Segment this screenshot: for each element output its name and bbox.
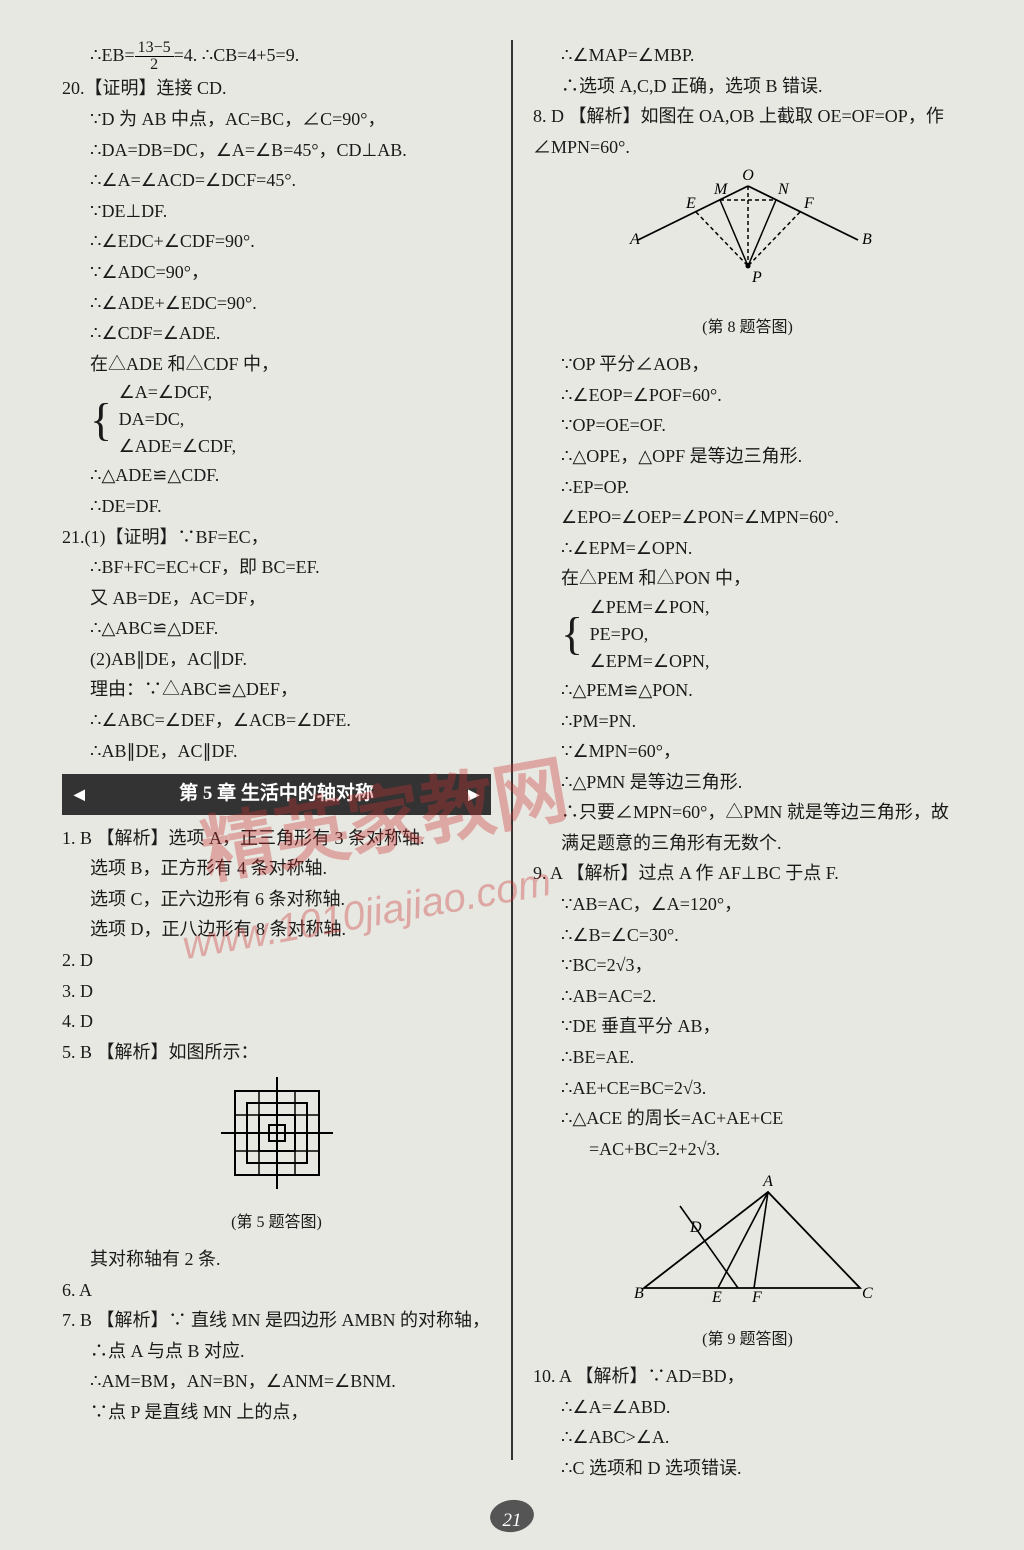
figure-8: O A B E F M N P bbox=[533, 168, 962, 308]
text-line: ∴BE=AE. bbox=[533, 1042, 962, 1073]
text-line: ∵DE⊥DF. bbox=[62, 196, 491, 227]
text-line: 其对称轴有 2 条. bbox=[62, 1244, 491, 1275]
text-line: ∴∠ABC=∠DEF，∠ACB=∠DFE. bbox=[62, 705, 491, 736]
svg-text:F: F bbox=[803, 195, 814, 212]
text-line: ∴AB=AC=2. bbox=[533, 981, 962, 1012]
text-line: 理由：∵△ABC≌△DEF， bbox=[62, 674, 491, 705]
svg-text:C: C bbox=[862, 1285, 873, 1302]
chapter-header: 第 5 章 生活中的轴对称 bbox=[62, 774, 491, 814]
text-line: ∴∠EPM=∠OPN. bbox=[533, 533, 962, 564]
page-number: 21 bbox=[488, 1498, 536, 1534]
text-line: ∴∠ABC>∠A. bbox=[533, 1422, 962, 1453]
svg-text:F: F bbox=[751, 1289, 762, 1306]
text-line: ∴△ABC≌△DEF. bbox=[62, 613, 491, 644]
text-line: ∴∠MAP=∠MBP. bbox=[533, 40, 962, 71]
text-line: 在△PEM 和△PON 中， bbox=[533, 563, 962, 594]
text-line: (2)AB∥DE，AC∥DF. bbox=[62, 644, 491, 675]
text-line: 4. D bbox=[62, 1006, 491, 1037]
text-line: ∴∠B=∠C=30°. bbox=[533, 920, 962, 951]
text-line: ∴DA=DB=DC，∠A=∠B=45°，CD⊥AB. bbox=[62, 135, 491, 166]
text-line: 21.(1)【证明】∵BF=EC， bbox=[62, 522, 491, 553]
brace-group: { ∠A=∠DCF, DA=DC, ∠ADE=∠CDF, bbox=[62, 379, 491, 460]
text-line: ∵点 P 是直线 MN 上的点， bbox=[62, 1397, 491, 1428]
svg-text:E: E bbox=[711, 1289, 722, 1306]
text-line: ∴△PEM≌△PON. bbox=[533, 675, 962, 706]
text-line: ∴PM=PN. bbox=[533, 706, 962, 737]
page-number-value: 21 bbox=[488, 1505, 536, 1537]
page-content: ∴EB=13−52=4. ∴CB=4+5=9. 20.【证明】连接 CD. ∵D… bbox=[48, 40, 976, 1460]
chapter-title: 第 5 章 生活中的轴对称 bbox=[179, 778, 374, 810]
text-line: 9. A 【解析】过点 A 作 AF⊥BC 于点 F. bbox=[533, 858, 962, 889]
text-line: 选项 B，正方形有 4 条对称轴. bbox=[62, 853, 491, 884]
svg-text:O: O bbox=[742, 168, 754, 184]
text-line: ∵D 为 AB 中点，AC=BC，∠C=90°， bbox=[62, 104, 491, 135]
svg-text:M: M bbox=[713, 181, 729, 198]
svg-text:A: A bbox=[629, 231, 640, 248]
text-line: 1. B 【解析】选项 A，正三角形有 3 条对称轴. bbox=[62, 823, 491, 854]
figure-5 bbox=[62, 1073, 491, 1203]
text-line: ∴∠A=∠ABD. bbox=[533, 1392, 962, 1423]
text-line: ∴△ACE 的周长=AC+AE+CE bbox=[533, 1103, 962, 1134]
text-line: 又 AB=DE，AC=DF， bbox=[62, 583, 491, 614]
text-line: 8. D 【解析】如图在 OA,OB 上截取 OE=OF=OP，作∠MPN=60… bbox=[533, 101, 962, 162]
text-line: 3. D bbox=[62, 976, 491, 1007]
text-line: 6. A bbox=[62, 1275, 491, 1306]
text-line: 20.【证明】连接 CD. bbox=[62, 73, 491, 104]
text-line: ∴△OPE，△OPF 是等边三角形. bbox=[533, 441, 962, 472]
text-line: ∵AB=AC，∠A=120°， bbox=[533, 889, 962, 920]
text-line: =AC+BC=2+2√3. bbox=[533, 1134, 962, 1165]
right-column: ∴∠MAP=∠MBP. ∴选项 A,C,D 正确，选项 B 错误. 8. D 【… bbox=[519, 40, 976, 1460]
text-line: ∵OP=OE=OF. bbox=[533, 410, 962, 441]
text-line: ∴EB=13−52=4. ∴CB=4+5=9. bbox=[62, 40, 491, 73]
svg-text:A: A bbox=[762, 1173, 773, 1190]
svg-text:P: P bbox=[751, 269, 762, 286]
text-line: ∴∠CDF=∠ADE. bbox=[62, 318, 491, 349]
text-line: 5. B 【解析】如图所示： bbox=[62, 1037, 491, 1068]
text-line: ∴C 选项和 D 选项错误. bbox=[533, 1453, 962, 1484]
figure-5-caption: (第 5 题答图) bbox=[62, 1209, 491, 1236]
text-line: ∵DE 垂直平分 AB， bbox=[533, 1011, 962, 1042]
text-line: ∴选项 A,C,D 正确，选项 B 错误. bbox=[533, 71, 962, 102]
text-line: 10. A 【解析】∵AD=BD， bbox=[533, 1361, 962, 1392]
left-column: ∴EB=13−52=4. ∴CB=4+5=9. 20.【证明】连接 CD. ∵D… bbox=[48, 40, 505, 1460]
figure-9: A B C D E F bbox=[533, 1170, 962, 1320]
figure-8-caption: (第 8 题答图) bbox=[533, 314, 962, 341]
text-line: ∴△PMN 是等边三角形. bbox=[533, 767, 962, 798]
text-line: ∴△ADE≌△CDF. bbox=[62, 460, 491, 491]
text-line: ∴AE+CE=BC=2√3. bbox=[533, 1073, 962, 1104]
text-line: ∴∠ADE+∠EDC=90°. bbox=[62, 288, 491, 319]
text-line: ∴∠EDC+∠CDF=90°. bbox=[62, 226, 491, 257]
text-line: ∵∠ADC=90°， bbox=[62, 257, 491, 288]
svg-text:D: D bbox=[689, 1219, 702, 1236]
brace-group: { ∠PEM=∠PON, PE=PO, ∠EPM=∠OPN, bbox=[533, 594, 962, 675]
text-line: 选项 D，正八边形有 8 条对称轴. bbox=[62, 914, 491, 945]
text-line: ∴点 A 与点 B 对应. bbox=[62, 1336, 491, 1367]
text-line: ∵OP 平分∠AOB， bbox=[533, 349, 962, 380]
text-line: ∴∠A=∠ACD=∠DCF=45°. bbox=[62, 165, 491, 196]
column-divider bbox=[511, 40, 513, 1460]
text-line: ∴DE=DF. bbox=[62, 491, 491, 522]
text-line: ∵∠MPN=60°， bbox=[533, 736, 962, 767]
text-line: ∴∠EOP=∠POF=60°. bbox=[533, 380, 962, 411]
svg-text:B: B bbox=[634, 1285, 644, 1302]
text-line: 选项 C，正六边形有 6 条对称轴. bbox=[62, 884, 491, 915]
text-line: ∵BC=2√3， bbox=[533, 950, 962, 981]
figure-9-caption: (第 9 题答图) bbox=[533, 1326, 962, 1353]
text-line: ∴AB∥DE，AC∥DF. bbox=[62, 736, 491, 767]
text-line: ∴BF+FC=EC+CF，即 BC=EF. bbox=[62, 552, 491, 583]
svg-text:N: N bbox=[777, 181, 790, 198]
svg-text:B: B bbox=[862, 231, 872, 248]
text-line: 在△ADE 和△CDF 中， bbox=[62, 349, 491, 380]
text-line: ∠EPO=∠OEP=∠PON=∠MPN=60°. bbox=[533, 502, 962, 533]
text-line: ∴AM=BM，AN=BN，∠ANM=∠BNM. bbox=[62, 1366, 491, 1397]
svg-text:E: E bbox=[685, 195, 696, 212]
text-line: 7. B 【解析】∵ 直线 MN 是四边形 AMBN 的对称轴， bbox=[62, 1305, 491, 1336]
text-line: ∴EP=OP. bbox=[533, 472, 962, 503]
text-line: 2. D bbox=[62, 945, 491, 976]
text-line: ∴只要∠MPN=60°，△PMN 就是等边三角形，故满足题意的三角形有无数个. bbox=[533, 797, 962, 858]
